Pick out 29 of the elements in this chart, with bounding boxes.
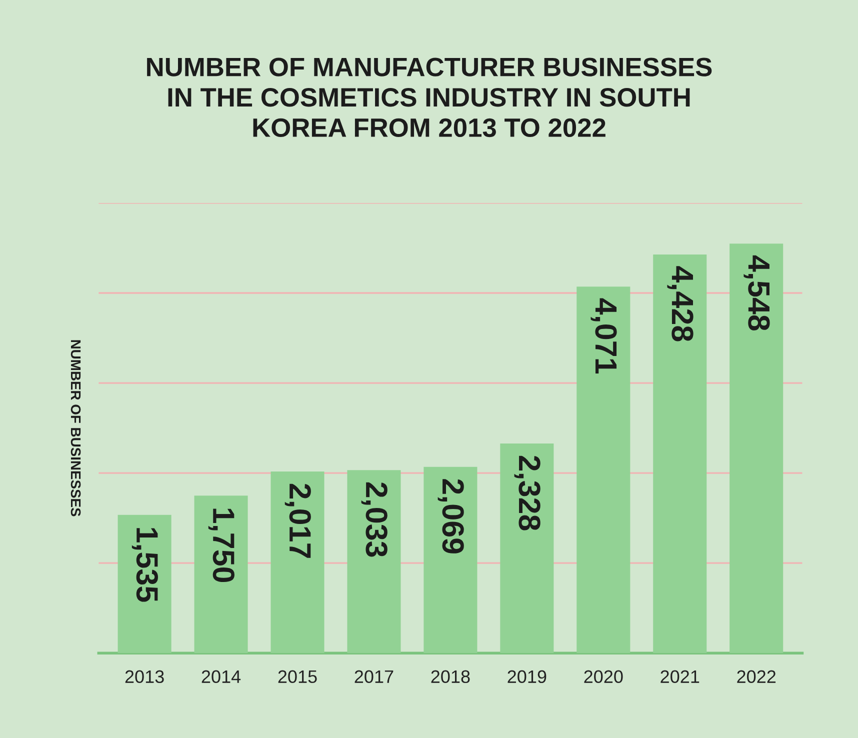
data-label: 4,428: [667, 266, 694, 342]
bar: [118, 514, 172, 654]
bar: [653, 254, 707, 654]
chart-title: NUMBER OF MANUFACTURER BUSINESSES IN THE COSMETICS INDUSTRY IN SOUTH KOREA FROM 2013 TO 2022: [147, 58, 712, 138]
bar: [576, 286, 630, 654]
bar: [347, 470, 401, 654]
x-tick-label: 2019: [508, 670, 546, 684]
x-tick-label: 2022: [737, 670, 776, 684]
x-tick-label: 2021: [660, 670, 700, 684]
x-tick-label: 2018: [431, 670, 470, 684]
bar: [424, 466, 478, 654]
bar: [730, 244, 784, 654]
y-axis-title: NUMBER OF BUSINESSES: [70, 340, 81, 516]
data-label: 2,328: [514, 456, 540, 530]
data-label: 4,071: [590, 298, 617, 374]
data-label: 2,033: [361, 482, 388, 557]
data-label: 2,069: [438, 479, 464, 554]
data-label: 2,017: [284, 484, 311, 558]
data-label: 1,750: [208, 508, 234, 582]
x-tick-label: 2015: [278, 670, 317, 684]
bar: [270, 472, 324, 654]
bar: [500, 444, 554, 654]
bar: [194, 496, 248, 654]
data-label: 1,535: [132, 528, 158, 602]
x-tick-label: 2013: [125, 670, 164, 684]
x-tick-label: 2017: [354, 670, 394, 684]
x-tick-label: 2020: [584, 670, 623, 684]
data-label: 4,548: [744, 255, 770, 330]
x-tick-label: 2014: [202, 670, 241, 684]
